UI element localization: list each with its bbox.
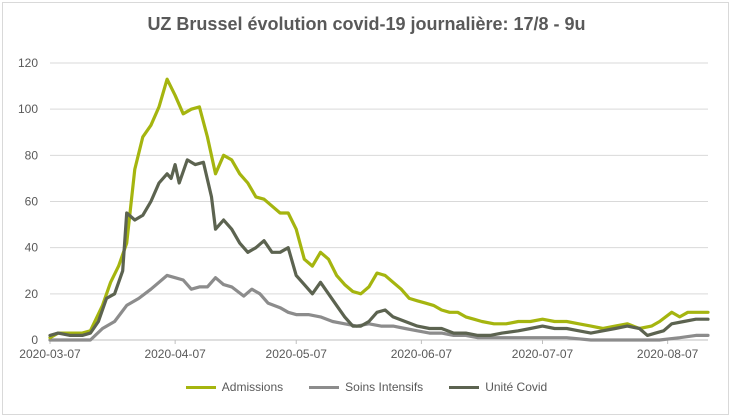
legend-swatch-soins-intensifs: [309, 385, 340, 389]
y-tick-label-80: 80: [25, 148, 39, 162]
x-tick-label-4: 2020-07-07: [512, 347, 574, 361]
y-tick-label-20: 20: [25, 287, 39, 301]
x-tick-label-5: 2020-08-07: [637, 347, 699, 361]
y-tick-label-60: 60: [25, 195, 39, 209]
x-tick-label-2: 2020-05-07: [266, 347, 328, 361]
chart-frame: [2, 2, 729, 415]
legend-label-unite-covid: Unité Covid: [485, 380, 548, 394]
legend-label-soins-intensifs: Soins Intensifs: [345, 380, 424, 394]
x-tick-label-0: 2020-03-07: [19, 347, 81, 361]
y-tick-label-100: 100: [18, 102, 38, 116]
y-tick-label-120: 120: [18, 56, 38, 70]
x-tick-label-3: 2020-06-07: [391, 347, 453, 361]
series-line-unite-covid: [48, 158, 710, 337]
legend-swatch-unite-covid: [449, 385, 480, 389]
legend-item-unite-covid: Unité Covid: [449, 380, 547, 394]
chart-title: UZ Brussel évolution covid-19 journalièr…: [147, 14, 586, 34]
legend-swatch-admissions: [185, 385, 216, 389]
x-tick-label-1: 2020-04-07: [144, 347, 206, 361]
series-line-admissions: [48, 77, 710, 340]
chart-legend: Admissions Soins Intensifs Unité Covid: [0, 380, 733, 394]
y-tick-label-0: 0: [31, 333, 38, 347]
legend-label-admissions: Admissions: [221, 380, 284, 394]
y-tick-label-40: 40: [25, 241, 39, 255]
series-line-soins-intensifs: [48, 273, 710, 342]
legend-item-soins-intensifs: Soins Intensifs: [309, 380, 423, 394]
legend-item-admissions: Admissions: [185, 380, 284, 394]
